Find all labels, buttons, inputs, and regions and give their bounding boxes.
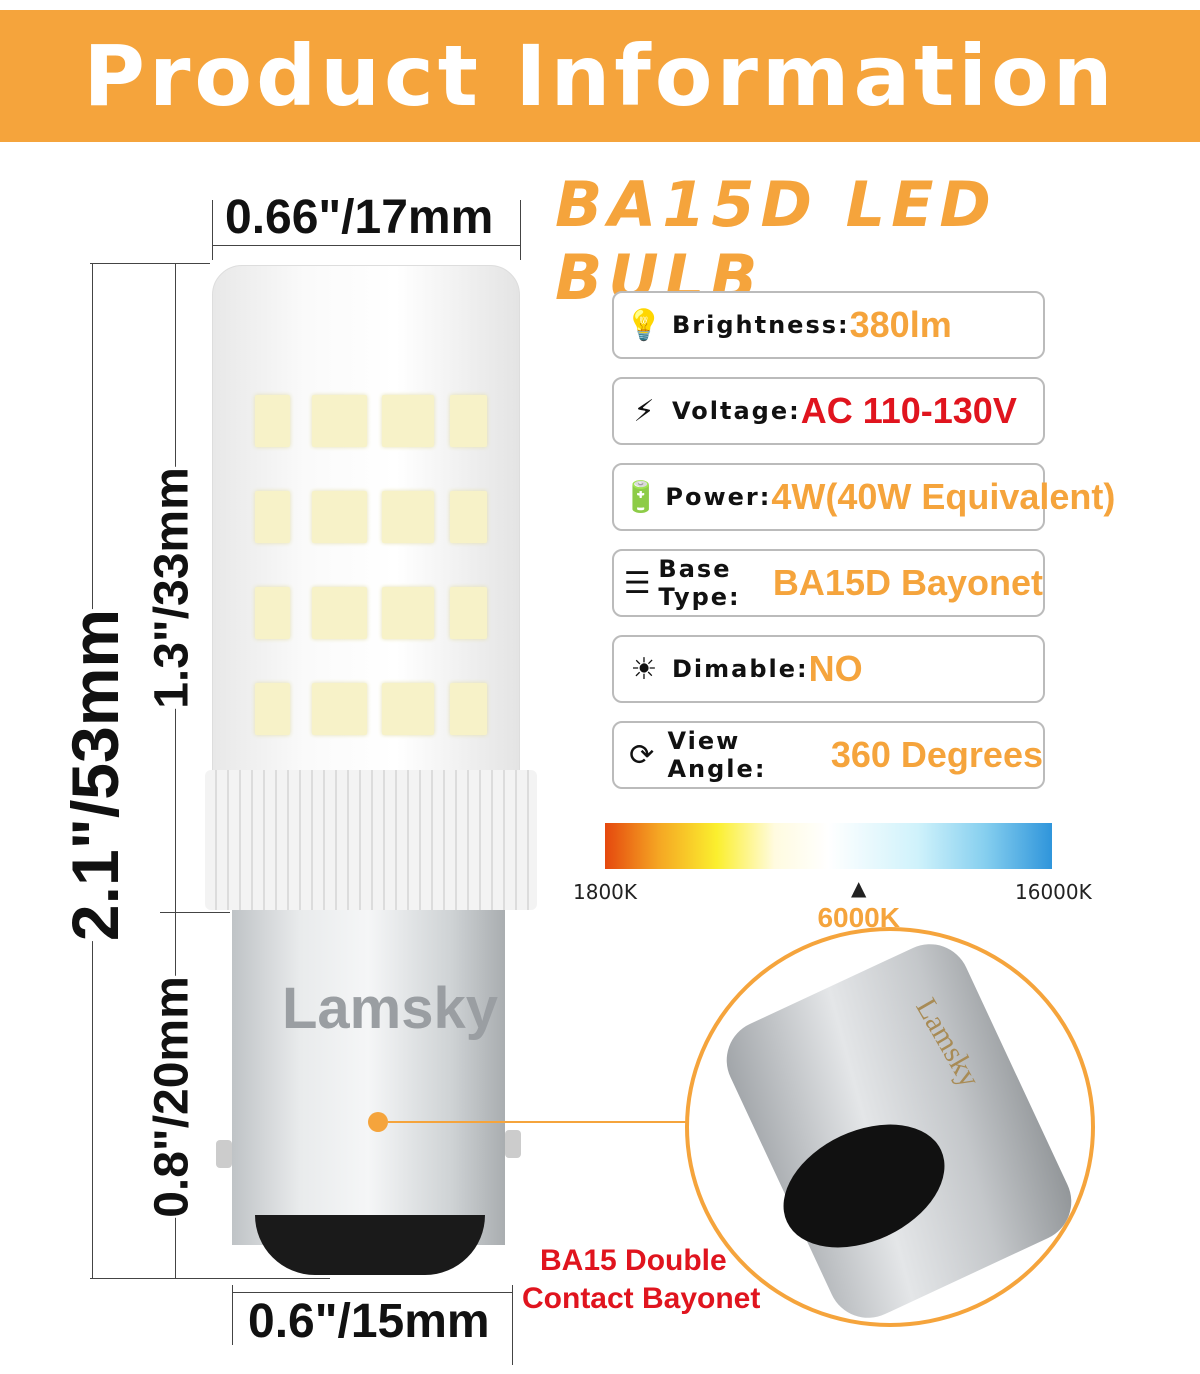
spec-row: ☀ Dimable: NO bbox=[612, 635, 1045, 703]
product-subtitle: BA15D LED BULB bbox=[555, 168, 997, 314]
led-chip bbox=[450, 491, 487, 543]
dim-line bbox=[160, 912, 230, 913]
dim-line bbox=[520, 200, 521, 260]
lightning-bolt-icon: ⚡ bbox=[633, 393, 655, 429]
spec-row: 💡 Brightness: 380lm bbox=[612, 291, 1045, 359]
color-temp-min: 1800K bbox=[573, 880, 638, 904]
dim-line bbox=[90, 263, 210, 264]
spec-value: AC 110-130V bbox=[800, 390, 1017, 431]
led-chip bbox=[312, 587, 367, 639]
dim-total-height: 2.1"/53mm bbox=[57, 608, 133, 942]
dim-base-height: 0.8"/20mm bbox=[144, 976, 200, 1218]
rotate-360-icon: ⟳ bbox=[629, 737, 655, 773]
led-chip bbox=[312, 491, 367, 543]
led-chip bbox=[255, 491, 290, 543]
callout-label-line1: BA15 Double bbox=[540, 1244, 727, 1277]
brand-logo: Lamsky bbox=[282, 976, 499, 1041]
dim-glass-height: 1.3"/33mm bbox=[144, 467, 200, 709]
bulb-contact-tip bbox=[255, 1215, 485, 1275]
spec-row: ⟳ View Angle: 360 Degrees bbox=[612, 721, 1045, 789]
spec-row: 🔋 Power: 4W(40W Equivalent) bbox=[612, 463, 1115, 531]
bayonet-pin bbox=[505, 1130, 521, 1158]
spec-value: BA15D Bayonet bbox=[772, 562, 1043, 603]
dim-line bbox=[175, 263, 176, 1278]
base-closeup: Lamsky bbox=[685, 927, 1095, 1327]
callout-line bbox=[388, 1121, 693, 1123]
led-chip bbox=[382, 587, 434, 639]
led-chip bbox=[312, 395, 367, 447]
spec-label: Dimable: bbox=[672, 655, 809, 683]
color-temp-max: 16000K bbox=[1015, 880, 1092, 904]
spec-label: Voltage: bbox=[672, 397, 801, 425]
dim-line bbox=[212, 245, 520, 246]
led-chip bbox=[255, 683, 290, 735]
light-bulb-icon: 💡 bbox=[625, 307, 663, 343]
spec-label: View Angle: bbox=[667, 727, 767, 783]
spec-label: Base Type: bbox=[658, 555, 741, 611]
dim-line bbox=[232, 1292, 512, 1293]
led-chip bbox=[382, 395, 434, 447]
color-temp-marker-icon: ▲ bbox=[851, 876, 867, 900]
spec-label: Brightness: bbox=[672, 311, 850, 339]
battery-leaf-icon: 🔋 bbox=[622, 479, 660, 515]
dimmer-sun-icon: ☀ bbox=[630, 651, 658, 687]
led-chip bbox=[450, 395, 487, 447]
bulb-ring bbox=[205, 770, 537, 910]
led-chip bbox=[255, 587, 290, 639]
page-title: Product Information bbox=[83, 27, 1117, 125]
bulb-base-icon: ☰ bbox=[623, 565, 651, 601]
bulb-metal-base bbox=[232, 910, 505, 1245]
led-chip bbox=[255, 395, 290, 447]
spec-value: 380lm bbox=[849, 304, 952, 345]
spec-row: ☰ Base Type: BA15D Bayonet bbox=[612, 549, 1045, 617]
header-banner: Product Information bbox=[0, 10, 1200, 142]
bayonet-pin bbox=[216, 1140, 232, 1168]
led-chip bbox=[450, 683, 487, 735]
spec-value: NO bbox=[808, 648, 863, 689]
dim-line bbox=[90, 1278, 330, 1279]
led-chip bbox=[382, 683, 434, 735]
dim-line bbox=[232, 1285, 233, 1345]
dim-line bbox=[512, 1285, 513, 1365]
led-chip bbox=[450, 587, 487, 639]
spec-label: Power: bbox=[665, 483, 772, 511]
callout-dot bbox=[368, 1112, 388, 1132]
spec-value: 360 Degrees bbox=[830, 734, 1043, 775]
led-chip bbox=[382, 491, 434, 543]
led-chip bbox=[312, 683, 367, 735]
spec-row: ⚡ Voltage: AC 110-130V bbox=[612, 377, 1045, 445]
dim-base-width: 0.6"/15mm bbox=[248, 1295, 490, 1348]
spec-value: 4W(40W Equivalent) bbox=[771, 476, 1116, 517]
dim-top-width: 0.66"/17mm bbox=[225, 191, 494, 244]
led-chips bbox=[255, 395, 487, 740]
color-temperature-bar bbox=[605, 823, 1052, 869]
callout-label-line2: Contact Bayonet bbox=[522, 1282, 761, 1315]
dim-line bbox=[212, 200, 213, 260]
